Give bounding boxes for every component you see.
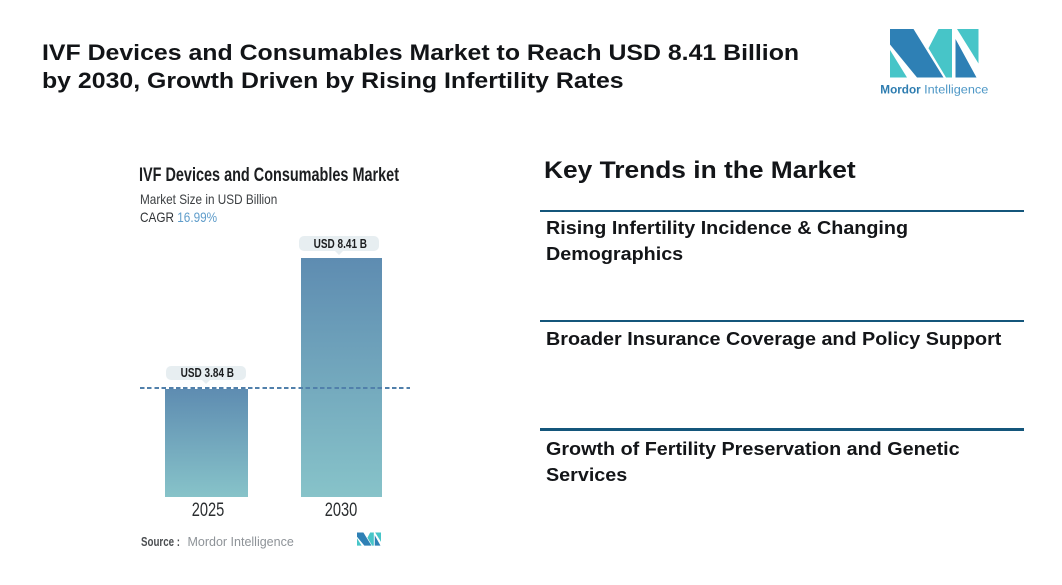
svg-text:Mordor: Mordor	[880, 83, 921, 97]
svg-text:Intelligence: Intelligence	[924, 83, 988, 97]
